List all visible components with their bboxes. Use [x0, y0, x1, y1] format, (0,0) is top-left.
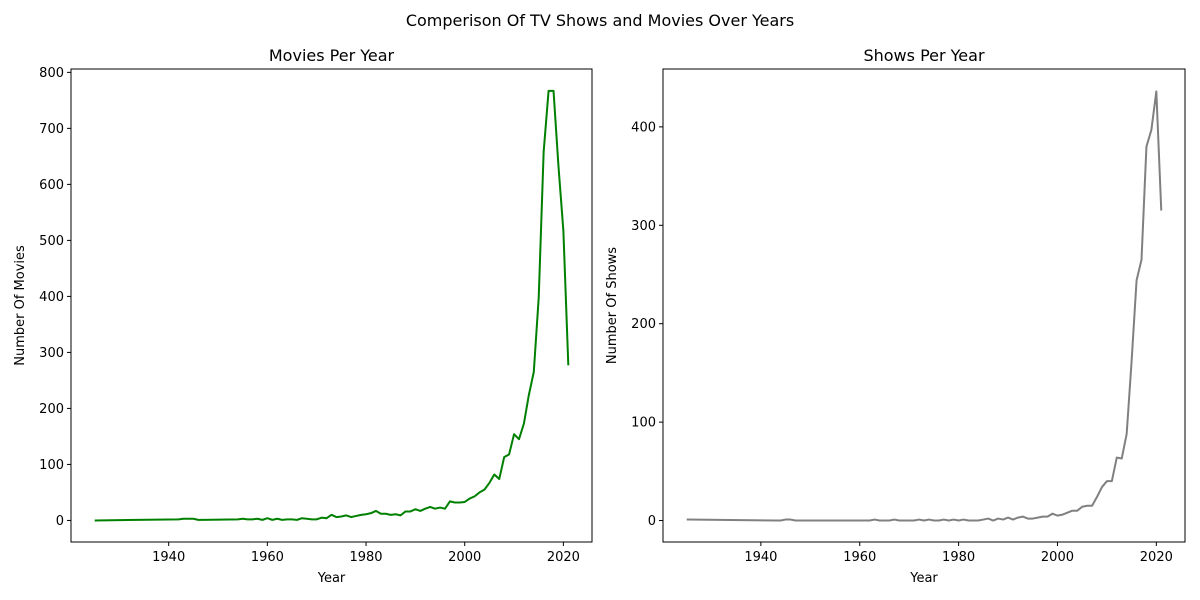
y-tick-label: 300 [631, 219, 656, 234]
axes-frame [70, 68, 593, 543]
x-tick-label: 1940 [744, 550, 777, 565]
x-axis-label: Year [317, 571, 346, 586]
y-tick-label: 100 [631, 416, 656, 431]
y-tick-label: 0 [56, 514, 64, 529]
y-tick-label: 700 [39, 122, 64, 137]
x-axis-label: Year [909, 571, 938, 586]
y-tick-label: 200 [631, 317, 656, 332]
y-tick-label: 400 [631, 120, 656, 135]
y-tick-label: 300 [39, 346, 64, 361]
y-tick-label: 100 [39, 458, 64, 473]
x-tick-label: 1980 [942, 550, 975, 565]
x-tick-label: 2020 [547, 550, 580, 565]
x-tick-label: 1960 [843, 550, 876, 565]
x-tick-label: 2000 [448, 550, 481, 565]
x-tick-label: 1940 [152, 550, 185, 565]
y-tick-label: 400 [39, 290, 64, 305]
y-tick-label: 500 [39, 234, 64, 249]
series-line [94, 89, 570, 522]
y-tick-label: 0 [648, 514, 656, 529]
chart-title: Shows Per Year [863, 46, 984, 65]
series-line [686, 90, 1163, 522]
x-tick-label: 1980 [349, 550, 382, 565]
chart-title: Movies Per Year [269, 46, 395, 65]
y-tick-label: 800 [39, 66, 64, 81]
y-axis-label: Number Of Shows [605, 247, 620, 364]
y-axis-label: Number Of Movies [13, 245, 28, 366]
shows-per-year-chart: 1940 1960 1980 2000 2020 0 100 200 300 400 Shows P… [605, 46, 1186, 586]
figure-title: Comperison Of TV Shows and Movies Over Y… [406, 11, 794, 30]
x-tick-label: 1960 [251, 550, 284, 565]
y-tick-label: 600 [39, 178, 64, 193]
x-tick-label: 2020 [1140, 550, 1173, 565]
axes-frame [662, 68, 1186, 543]
y-tick-label: 200 [39, 402, 64, 417]
x-tick-label: 2000 [1041, 550, 1074, 565]
movies-per-year-chart: 1940 1960 1980 2000 2020 0 100 200 300 400 500 600 7… [13, 46, 593, 586]
